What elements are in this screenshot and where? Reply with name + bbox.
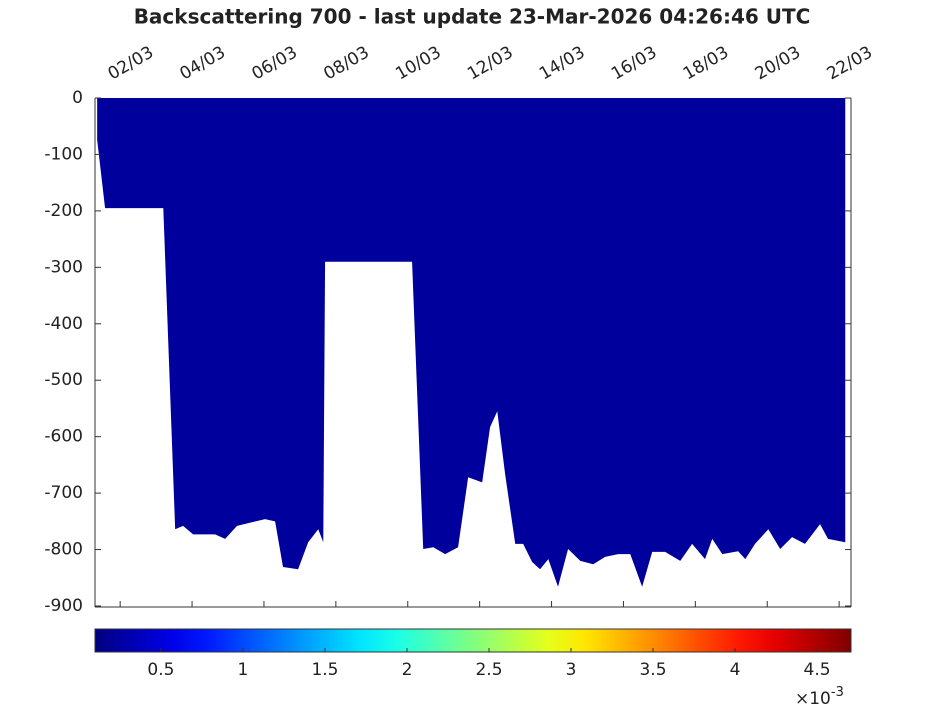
y-tick-label: -200 xyxy=(44,201,83,221)
x-tick-label: 18/03 xyxy=(680,43,732,85)
colorbar-multiplier: ×10-3 xyxy=(795,685,844,709)
data-area xyxy=(97,98,846,587)
chart-title: Backscattering 700 - last update 23-Mar-… xyxy=(134,5,811,29)
x-tick-label: 22/03 xyxy=(824,43,876,85)
y-tick-label: -400 xyxy=(44,314,83,334)
colorbar-tick-label: 1.5 xyxy=(311,660,338,680)
y-tick-label: -700 xyxy=(44,483,83,503)
x-tick-label: 20/03 xyxy=(752,43,804,85)
colorbar-tick-label: 2 xyxy=(402,660,413,680)
y-tick-label: -600 xyxy=(44,427,83,447)
y-tick-label: -900 xyxy=(44,596,83,616)
y-tick-label: -500 xyxy=(44,370,83,390)
y-tick-label: -300 xyxy=(44,257,83,277)
colorbar-tick-label: 1 xyxy=(238,660,249,680)
y-tick-label: -800 xyxy=(44,540,83,560)
colorbar xyxy=(94,628,852,653)
x-tick-label: 14/03 xyxy=(536,43,588,85)
x-tick-label: 02/03 xyxy=(105,43,157,85)
multiplier-exponent: -3 xyxy=(831,685,844,700)
x-tick-label: 10/03 xyxy=(392,43,444,85)
colorbar-tick-label: 3 xyxy=(566,660,577,680)
y-tick-label: -100 xyxy=(44,144,83,164)
colorbar-tick-label: 3.5 xyxy=(639,660,666,680)
x-tick-label: 06/03 xyxy=(248,43,300,85)
colorbar-tick-label: 0.5 xyxy=(147,660,174,680)
colorbar-tick-label: 4 xyxy=(730,660,741,680)
multiplier-base: ×10 xyxy=(795,689,831,709)
y-tick-label: 0 xyxy=(72,88,83,108)
x-tick-label: 08/03 xyxy=(320,43,372,85)
x-tick-label: 16/03 xyxy=(608,43,660,85)
x-tick-label: 04/03 xyxy=(177,43,229,85)
colorbar-tick-label: 2.5 xyxy=(475,660,502,680)
x-tick-label: 12/03 xyxy=(464,43,516,85)
colorbar-tick-label: 4.5 xyxy=(804,660,831,680)
